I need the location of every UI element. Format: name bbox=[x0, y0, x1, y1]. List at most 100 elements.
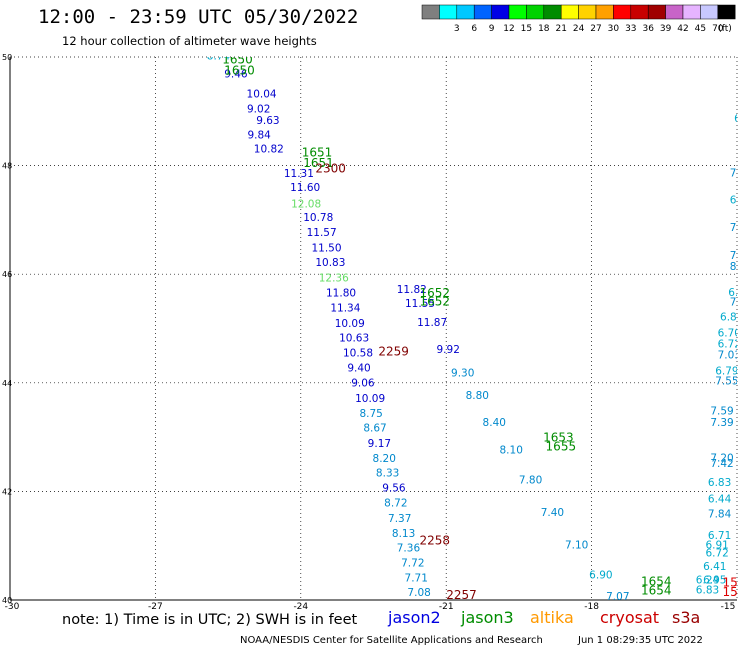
wave-height-label: 11.87 bbox=[417, 317, 447, 329]
colorbar-label: 6 bbox=[471, 24, 477, 34]
mission-s3a: s3a bbox=[672, 608, 701, 627]
colorbar: 3 6 9 12 15 18 21 24 27 30 33 36 39 42 45 70(ft) bbox=[421, 4, 736, 34]
x-tick-label: -27 bbox=[148, 602, 163, 612]
wave-height-label: 7.36 bbox=[397, 543, 421, 555]
colorbar-label: 39 bbox=[660, 24, 672, 34]
time-label: 151 bbox=[722, 575, 740, 589]
wave-height-label: 7.08 bbox=[407, 587, 430, 599]
wave-height-label: 9.30 bbox=[451, 367, 474, 379]
wave-height-label: 9.02 bbox=[247, 103, 270, 115]
wave-height-label: 7.72 bbox=[401, 557, 424, 569]
wave-height-label: 12.08 bbox=[291, 198, 321, 210]
wave-height-label: 7.59 bbox=[710, 405, 733, 417]
time-label: 2257 bbox=[446, 588, 477, 602]
x-tick-label: -30 bbox=[5, 602, 20, 612]
time-label: 1655 bbox=[546, 440, 577, 454]
wave-height-label: 11.60 bbox=[290, 182, 320, 194]
y-tick-label: 42 bbox=[2, 487, 12, 496]
wave-height-label: 8.10 bbox=[500, 444, 523, 456]
wave-height-label: 7.84 bbox=[708, 508, 732, 520]
colorbar-label: 36 bbox=[642, 24, 654, 34]
colorbar-label: 3 bbox=[454, 24, 460, 34]
time-label: 1654 bbox=[641, 584, 672, 598]
wave-height-label: 8.75 bbox=[359, 408, 382, 420]
y-tick-label: 40 bbox=[2, 596, 12, 605]
wave-height-label: 6.83 bbox=[728, 287, 740, 299]
page-subtitle: 12 hour collection of altimeter wave hei… bbox=[62, 34, 317, 48]
wave-height-label: 8.74 bbox=[207, 51, 231, 63]
colorbar-label: 45 bbox=[695, 24, 706, 34]
wave-height-label: 10.82 bbox=[254, 144, 284, 156]
mission-jason2: jason2 bbox=[388, 608, 441, 627]
time-label: 1651 bbox=[302, 145, 333, 159]
wave-height-label: 12.36 bbox=[319, 272, 349, 284]
wave-height-label: 8.45 bbox=[730, 261, 740, 273]
wave-height-label: 9.63 bbox=[256, 115, 279, 127]
x-tick-label: -21 bbox=[439, 602, 454, 612]
colorbar-label: 42 bbox=[677, 24, 688, 34]
wave-height-label: 6.71 bbox=[708, 530, 731, 542]
wave-height-label: 8.72 bbox=[384, 498, 407, 510]
wave-height-label: 8.33 bbox=[376, 468, 399, 480]
wave-height-label: 6.80 bbox=[720, 311, 740, 323]
wave-height-label: 9.92 bbox=[437, 344, 460, 356]
colorbar-label: 12 bbox=[503, 24, 514, 34]
time-label: 2300 bbox=[315, 162, 346, 176]
mission-jason3: jason3 bbox=[461, 608, 514, 627]
colorbar-swatch bbox=[717, 4, 736, 20]
wave-height-label: 9.56 bbox=[382, 482, 406, 494]
time-label: 1651 bbox=[303, 156, 334, 170]
wave-height-label: 6.90 bbox=[730, 195, 740, 207]
credit-line: NOAA/NESDIS Center for Satellite Applica… bbox=[240, 635, 543, 646]
wave-height-label: 6.72 bbox=[705, 548, 728, 560]
colorbar-label: 30 bbox=[608, 24, 620, 34]
wave-height-label: 8.20 bbox=[373, 453, 396, 465]
x-tick-label: -15 bbox=[721, 602, 736, 612]
time-label: 151 bbox=[722, 585, 740, 599]
time-label: 1650 bbox=[222, 53, 253, 67]
wave-height-label: 7.03 bbox=[718, 349, 740, 361]
generated-time: Jun 1 08:29:35 UTC 2022 bbox=[578, 635, 703, 646]
wave-height-label: 6.91 bbox=[705, 539, 728, 551]
wave-height-label: 7.80 bbox=[519, 474, 542, 486]
colorbar-label: 21 bbox=[555, 24, 566, 34]
wave-height-label: 6.70 bbox=[718, 328, 740, 340]
time-label: 2258 bbox=[420, 534, 451, 548]
wave-height-label: 6.90 bbox=[589, 569, 612, 581]
wave-height-label: 7.84 bbox=[730, 250, 740, 262]
wave-height-label: 8.67 bbox=[363, 423, 386, 435]
footer-note: note: 1) Time is in UTC; 2) SWH is in fe… bbox=[62, 612, 358, 628]
wave-height-label: 8.80 bbox=[466, 390, 489, 402]
wave-height-label: 11.80 bbox=[326, 287, 356, 299]
wave-height-label: 6.95 bbox=[734, 113, 740, 125]
wave-height-chart: -30 -27 -24 -21 -18 -15 40 42 44 46 48 50 8.74 9.46 10… bbox=[2, 51, 740, 612]
wave-height-label: 10.78 bbox=[303, 212, 333, 224]
wave-height-label: 7.55 bbox=[715, 375, 738, 387]
wave-height-label: 11.50 bbox=[311, 242, 341, 254]
wave-height-label: 7.34 bbox=[730, 297, 740, 309]
wave-height-label: 6.72 bbox=[718, 339, 740, 351]
wave-height-label: 10.58 bbox=[343, 348, 373, 360]
wave-height-label: 9.40 bbox=[347, 362, 370, 374]
colorbar-label: 70 bbox=[712, 24, 724, 34]
wave-height-label: 10.09 bbox=[335, 318, 365, 330]
wave-height-label: 9.06 bbox=[351, 378, 375, 390]
wave-height-label: 11.34 bbox=[330, 303, 360, 315]
track: 11.82 11.55 11.87 9.92 9.30 8.80 8.40 8.10 7.80 7… bbox=[397, 284, 630, 600]
wave-height-label: 7.37 bbox=[388, 513, 411, 525]
wave-height-label: 10.83 bbox=[315, 257, 345, 269]
colorbar-label: 15 bbox=[521, 24, 532, 34]
wave-height-label: 7.10 bbox=[565, 539, 588, 551]
wave-height-label: 6.44 bbox=[708, 493, 732, 505]
wave-height-label: 6.41 bbox=[703, 561, 726, 573]
wave-height-label: 6.83 bbox=[696, 584, 719, 596]
wave-height-label: 6.83 bbox=[708, 477, 731, 489]
colorbar-label: 33 bbox=[625, 24, 636, 34]
wave-height-label: 11.57 bbox=[307, 227, 337, 239]
wave-height-label: 10.09 bbox=[355, 393, 385, 405]
wave-height-label: 11.82 bbox=[397, 284, 427, 296]
wave-height-label: 7.20 bbox=[730, 167, 740, 179]
time-label: 1650 bbox=[224, 63, 255, 77]
